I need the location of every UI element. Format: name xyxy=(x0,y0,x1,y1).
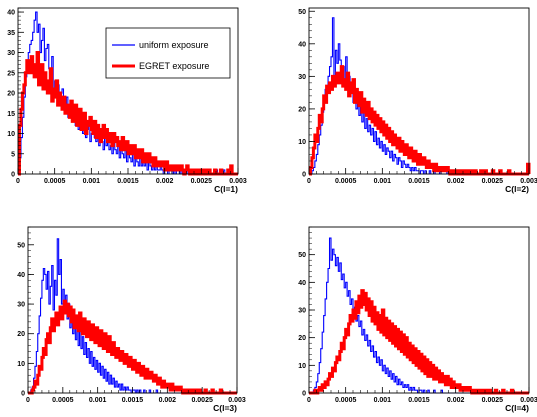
x-axis-title: C(l=3) xyxy=(213,403,237,413)
y-tick-label: 10 xyxy=(7,131,15,138)
histogram-panel-1: 0 0.0005 0.001 0.0015 0.002 0.0025 0.003 0 5 10 15… xyxy=(7,7,247,194)
histogram-panel-3: 0 0.0005 0.001 0.0015 0.002 0.0025 0.003 0 10 20 3… xyxy=(17,226,246,413)
x-tick-label: 0.0015 xyxy=(117,178,139,185)
x-tick-label: 0.0015 xyxy=(122,397,144,404)
x-axis-title: C(l=1) xyxy=(214,184,238,194)
y-tick-label: 50 xyxy=(17,242,25,249)
y-tick-label: 40 xyxy=(298,280,306,287)
x-tick-label: 0.001 xyxy=(83,178,101,185)
y-tick-label: 40 xyxy=(298,41,306,48)
y-tick-label: 30 xyxy=(7,50,15,57)
x-axis-title: C(l=2) xyxy=(505,184,529,194)
x-tick-label: 0.0025 xyxy=(191,397,213,404)
x-tick-label: 0.0005 xyxy=(335,397,357,404)
y-tick-label: 30 xyxy=(298,74,306,81)
x-tick-label: 0.001 xyxy=(374,397,392,404)
x-tick-label: 0.0005 xyxy=(52,397,74,404)
x-tick-label: 0.001 xyxy=(374,178,392,185)
y-tick-label: 10 xyxy=(298,363,306,370)
panels-group: 0 0.0005 0.001 0.0015 0.002 0.0025 0.003 0 5 10 15… xyxy=(7,7,537,413)
x-tick-label: 0.002 xyxy=(447,178,465,185)
x-tick-label: 0 xyxy=(307,397,311,404)
y-tick-label: 50 xyxy=(298,9,306,16)
x-tick-label: 0.001 xyxy=(89,397,107,404)
series-egret-line xyxy=(28,299,237,395)
plot-frame xyxy=(308,7,530,175)
x-tick-label: 0.003 xyxy=(228,397,246,404)
y-tick-label: 10 xyxy=(17,361,25,368)
y-tick-label: 20 xyxy=(17,331,25,338)
histogram-panel-4: 0 0.0005 0.001 0.0015 0.002 0.0025 0.003 0 10 20 3… xyxy=(298,226,537,413)
legend-egret-label: EGRET exposure xyxy=(139,61,209,71)
x-tick-label: 0.002 xyxy=(159,397,177,404)
y-tick-label: 15 xyxy=(7,111,15,118)
y-tick-label: 30 xyxy=(298,308,306,315)
x-tick-label: 0.0015 xyxy=(408,397,430,404)
x-tick-label: 0.003 xyxy=(520,178,537,185)
y-tick-label: 0 xyxy=(11,172,15,179)
legend: uniform exposure EGRET exposure xyxy=(105,27,231,79)
y-tick-label: 30 xyxy=(17,302,25,309)
y-tick-label: 5 xyxy=(11,151,15,158)
x-axis-title: C(l=4) xyxy=(505,403,529,413)
y-tick-label: 35 xyxy=(7,30,15,37)
y-tick-label: 0 xyxy=(21,391,25,398)
series-egret-line xyxy=(308,65,531,176)
y-tick-label: 0 xyxy=(302,391,306,398)
y-tick-label: 20 xyxy=(298,335,306,342)
series-uniform-line xyxy=(309,237,529,394)
x-tick-label: 0 xyxy=(307,178,311,185)
x-tick-label: 0 xyxy=(26,397,30,404)
x-tick-label: 0 xyxy=(16,178,20,185)
x-tick-label: 0.0005 xyxy=(335,178,357,185)
histogram-panel-2: 0 0.0005 0.001 0.0015 0.002 0.0025 0.003 0 10 20 3… xyxy=(298,7,537,194)
x-tick-label: 0.0025 xyxy=(482,178,504,185)
y-tick-label: 20 xyxy=(298,106,306,113)
series-uniform-line xyxy=(309,17,529,175)
y-tick-label: 20 xyxy=(7,91,15,98)
y-tick-label: 50 xyxy=(298,252,306,259)
x-tick-label: 0.0025 xyxy=(191,178,213,185)
legend-uniform-label: uniform exposure xyxy=(139,40,209,50)
y-tick-label: 40 xyxy=(17,272,25,279)
x-tick-label: 0.002 xyxy=(447,397,465,404)
legend-box xyxy=(105,27,231,79)
y-tick-label: 40 xyxy=(7,10,15,17)
y-tick-label: 25 xyxy=(7,70,15,77)
x-tick-label: 0.002 xyxy=(156,178,174,185)
x-tick-label: 0.0025 xyxy=(482,397,504,404)
x-tick-label: 0.0015 xyxy=(408,178,430,185)
x-tick-label: 0.0005 xyxy=(44,178,66,185)
x-tick-label: 0.003 xyxy=(520,397,537,404)
y-tick-label: 10 xyxy=(298,139,306,146)
series-egret-line xyxy=(309,289,529,395)
x-tick-label: 0.003 xyxy=(229,178,247,185)
y-tick-label: 0 xyxy=(302,172,306,179)
